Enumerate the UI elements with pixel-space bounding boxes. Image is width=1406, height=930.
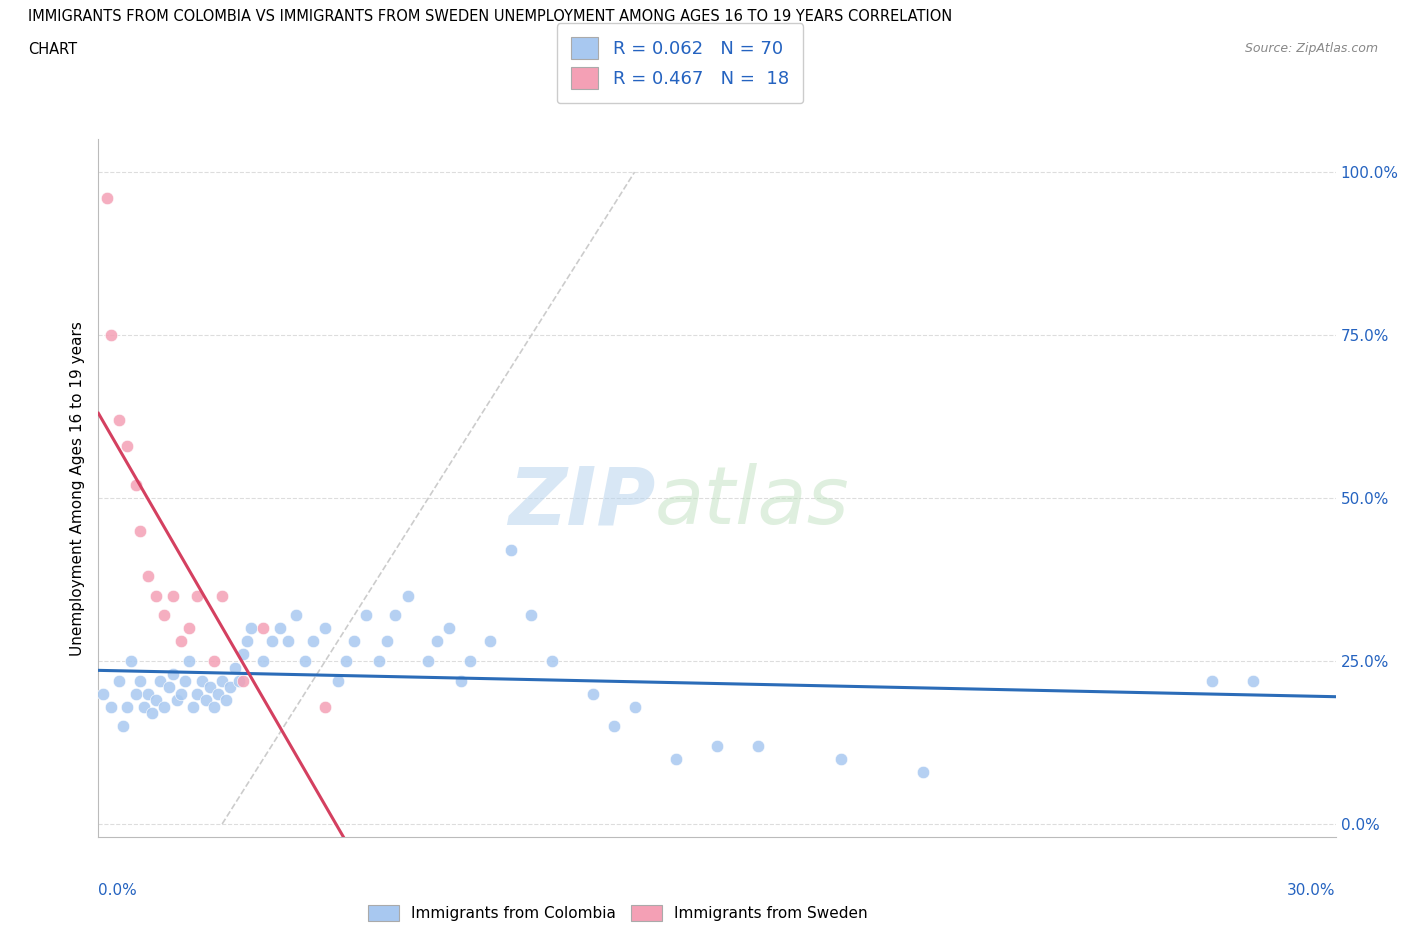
Point: [117, 438, 139, 453]
Point: [157, 680, 180, 695]
Point: [665, 751, 688, 766]
Point: [194, 693, 217, 708]
Point: [260, 634, 283, 649]
Point: [96, 191, 118, 206]
Text: atlas: atlas: [655, 463, 851, 541]
Point: [343, 634, 366, 649]
Text: IMMIGRANTS FROM COLOMBIA VS IMMIGRANTS FROM SWEDEN UNEMPLOYMENT AMONG AGES 16 TO: IMMIGRANTS FROM COLOMBIA VS IMMIGRANTS F…: [28, 9, 952, 24]
Point: [162, 589, 184, 604]
Point: [166, 693, 188, 708]
Point: [219, 680, 242, 695]
Point: [190, 673, 212, 688]
Point: [179, 621, 201, 636]
Point: [202, 654, 225, 669]
Point: [181, 699, 204, 714]
Point: [100, 699, 122, 714]
Point: [1241, 673, 1264, 688]
Point: [112, 719, 135, 734]
Point: [128, 524, 150, 538]
Point: [269, 621, 291, 636]
Text: 30.0%: 30.0%: [1288, 883, 1336, 897]
Point: [124, 686, 146, 701]
Point: [396, 589, 419, 604]
Point: [302, 634, 325, 649]
Point: [314, 699, 336, 714]
Point: [236, 634, 259, 649]
Point: [375, 634, 398, 649]
Point: [179, 654, 201, 669]
Point: [211, 673, 233, 688]
Point: [356, 608, 378, 623]
Point: [108, 673, 131, 688]
Point: [224, 660, 246, 675]
Point: [437, 621, 460, 636]
Point: [277, 634, 299, 649]
Point: [384, 608, 406, 623]
Text: ZIP: ZIP: [508, 463, 655, 541]
Point: [232, 673, 254, 688]
Point: [520, 608, 543, 623]
Point: [170, 634, 193, 649]
Point: [426, 634, 449, 649]
Point: [912, 764, 935, 779]
Point: [149, 673, 172, 688]
Point: [207, 686, 229, 701]
Point: [285, 608, 308, 623]
Point: [458, 654, 481, 669]
Point: [747, 738, 769, 753]
Point: [252, 621, 274, 636]
Point: [623, 699, 645, 714]
Point: [294, 654, 316, 669]
Point: [211, 589, 233, 604]
Point: [215, 693, 238, 708]
Point: [136, 686, 159, 701]
Point: [124, 477, 146, 492]
Point: [228, 673, 250, 688]
Point: [145, 693, 167, 708]
Point: [132, 699, 155, 714]
Point: [136, 569, 159, 584]
Point: [174, 673, 197, 688]
Point: [252, 654, 274, 669]
Point: [314, 621, 336, 636]
Point: [418, 654, 440, 669]
Point: [706, 738, 728, 753]
Point: [582, 686, 605, 701]
Point: [141, 706, 163, 721]
Point: [145, 589, 167, 604]
Text: Source: ZipAtlas.com: Source: ZipAtlas.com: [1244, 42, 1378, 55]
Point: [335, 654, 357, 669]
Point: [367, 654, 389, 669]
Point: [326, 673, 349, 688]
Point: [170, 686, 193, 701]
Point: [128, 673, 150, 688]
Point: [202, 699, 225, 714]
Point: [232, 647, 254, 662]
Point: [450, 673, 472, 688]
Point: [479, 634, 502, 649]
Point: [153, 699, 176, 714]
Y-axis label: Unemployment Among Ages 16 to 19 years: Unemployment Among Ages 16 to 19 years: [69, 321, 84, 656]
Point: [240, 621, 263, 636]
Point: [1201, 673, 1223, 688]
Text: CHART: CHART: [28, 42, 77, 57]
Point: [117, 699, 139, 714]
Legend: Immigrants from Colombia, Immigrants from Sweden: Immigrants from Colombia, Immigrants fro…: [363, 898, 875, 927]
Point: [541, 654, 564, 669]
Point: [198, 680, 221, 695]
Point: [162, 667, 184, 682]
Text: 0.0%: 0.0%: [98, 883, 138, 897]
Point: [186, 686, 208, 701]
Point: [120, 654, 142, 669]
Point: [186, 589, 208, 604]
Point: [830, 751, 852, 766]
Point: [499, 543, 522, 558]
Point: [108, 412, 131, 427]
Point: [153, 608, 176, 623]
Point: [603, 719, 626, 734]
Point: [91, 686, 114, 701]
Point: [100, 327, 122, 342]
